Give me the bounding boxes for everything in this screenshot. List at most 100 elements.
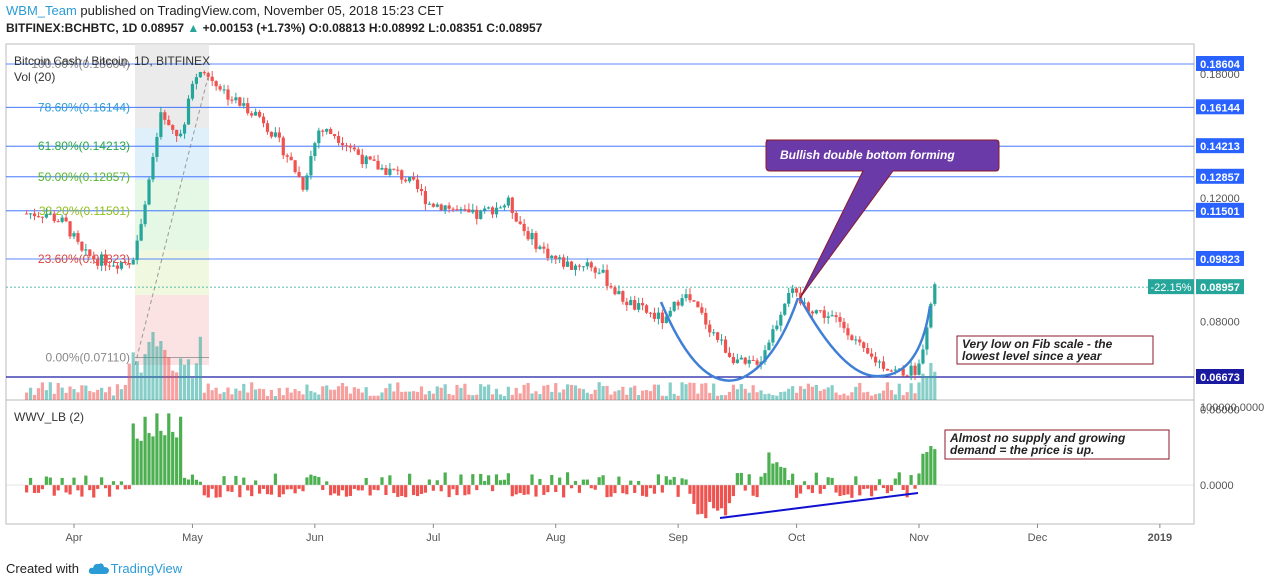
candle-body bbox=[589, 262, 593, 268]
indicator-bar bbox=[826, 477, 830, 485]
volume-bar bbox=[419, 386, 424, 400]
candle-body bbox=[80, 241, 84, 251]
volume-bar bbox=[159, 341, 163, 400]
volume-bar bbox=[558, 392, 562, 400]
candle-body bbox=[265, 123, 270, 132]
volume-bar bbox=[660, 395, 664, 400]
indicator-bar bbox=[273, 473, 277, 485]
candle-body bbox=[921, 349, 925, 364]
author-link[interactable]: WBM_Team bbox=[6, 3, 77, 18]
volume-bar bbox=[107, 386, 112, 400]
note-box-supply bbox=[944, 429, 1170, 460]
volume-bar bbox=[246, 392, 250, 400]
candle-body bbox=[179, 133, 183, 137]
volume-bar bbox=[913, 393, 917, 400]
candle-body bbox=[340, 142, 345, 146]
current-pct-tag bbox=[1148, 279, 1194, 295]
indicator-bar bbox=[475, 485, 479, 491]
volume-bar bbox=[917, 382, 921, 400]
fib-price-tag-text: 0.18604 bbox=[1200, 59, 1241, 71]
volume-bar bbox=[40, 382, 45, 400]
indicator-bar bbox=[917, 473, 921, 485]
volume-bar bbox=[439, 387, 443, 400]
volume-bar bbox=[297, 391, 301, 400]
candle-body bbox=[396, 169, 400, 171]
indicator-bar bbox=[680, 478, 684, 485]
price-tick-label: 0.08000 bbox=[1200, 317, 1240, 329]
volume-bar bbox=[360, 392, 364, 400]
candle-body bbox=[925, 327, 929, 350]
indicator-bar bbox=[739, 472, 743, 485]
volume-bar bbox=[143, 354, 147, 400]
indicator-bar bbox=[100, 477, 104, 485]
fib-label: 100.00%(0.18604) bbox=[31, 57, 130, 71]
candle-body bbox=[352, 147, 356, 150]
indicator-bar bbox=[277, 485, 281, 498]
note-box-fib bbox=[956, 335, 1154, 365]
volume-bar bbox=[356, 388, 360, 400]
candle-body bbox=[866, 348, 870, 354]
fib-price-tag bbox=[1196, 202, 1244, 218]
volume-bar bbox=[842, 393, 846, 400]
volume-bar bbox=[637, 395, 641, 400]
indicator-bar bbox=[376, 485, 380, 491]
volume-bar bbox=[787, 388, 791, 400]
volume-bar bbox=[344, 386, 349, 400]
volume-bar bbox=[672, 393, 676, 400]
candle-body bbox=[585, 262, 589, 267]
volume-bar bbox=[84, 385, 88, 400]
candle-body bbox=[767, 342, 771, 351]
candle-body bbox=[854, 339, 858, 341]
volume-bar bbox=[44, 390, 48, 400]
symbol-name: BITFINEX:BCHBTC, 1D bbox=[6, 21, 138, 35]
candle-body bbox=[483, 208, 487, 211]
indicator-bar bbox=[368, 485, 372, 496]
volume-bar bbox=[182, 364, 187, 400]
candle-body bbox=[182, 124, 187, 134]
candle-body bbox=[214, 81, 218, 87]
indicator-bar bbox=[103, 485, 108, 489]
candle-body bbox=[652, 312, 657, 319]
indicator-bar bbox=[431, 485, 435, 491]
indicator-bar bbox=[309, 474, 313, 485]
indicator-bar bbox=[783, 467, 787, 485]
indicator-bar bbox=[285, 485, 289, 490]
volume-bar bbox=[451, 395, 455, 400]
volume-bar bbox=[427, 390, 431, 400]
tradingview-link[interactable]: TradingView bbox=[110, 561, 183, 576]
indicator-bar bbox=[451, 485, 455, 490]
indicator-bar bbox=[506, 473, 510, 485]
volume-bar bbox=[692, 382, 696, 400]
indicator-bar bbox=[542, 485, 546, 495]
volume-bar bbox=[151, 332, 155, 400]
candle-body bbox=[32, 213, 37, 217]
volume-bar bbox=[254, 389, 258, 400]
indicator-bar bbox=[909, 475, 913, 485]
indicator-bar bbox=[36, 485, 41, 493]
indicator-bar bbox=[676, 485, 680, 497]
candle-body bbox=[171, 125, 175, 130]
candle-body bbox=[712, 332, 716, 334]
indicator-bar bbox=[652, 485, 657, 494]
volume-bar bbox=[490, 394, 495, 400]
indicator-bar bbox=[254, 480, 258, 485]
candle-body bbox=[206, 73, 210, 77]
indicator-bar bbox=[32, 485, 37, 493]
indicator-bar bbox=[297, 485, 301, 489]
candle-body bbox=[48, 213, 52, 215]
indicator-bar bbox=[613, 485, 617, 494]
volume-bar bbox=[522, 384, 526, 400]
candle-body bbox=[277, 132, 281, 138]
indicator-bar bbox=[115, 485, 120, 490]
indicator-bar bbox=[135, 438, 139, 485]
candle-body bbox=[644, 305, 649, 313]
candle-body bbox=[494, 207, 499, 215]
volume-bar bbox=[218, 393, 222, 400]
candle-body bbox=[629, 300, 633, 306]
indicator-bar bbox=[877, 479, 882, 485]
volume-bar bbox=[479, 384, 483, 400]
x-tick-label: Jul bbox=[426, 532, 440, 544]
volume-bar bbox=[585, 392, 589, 400]
indicator-bar bbox=[44, 476, 48, 485]
